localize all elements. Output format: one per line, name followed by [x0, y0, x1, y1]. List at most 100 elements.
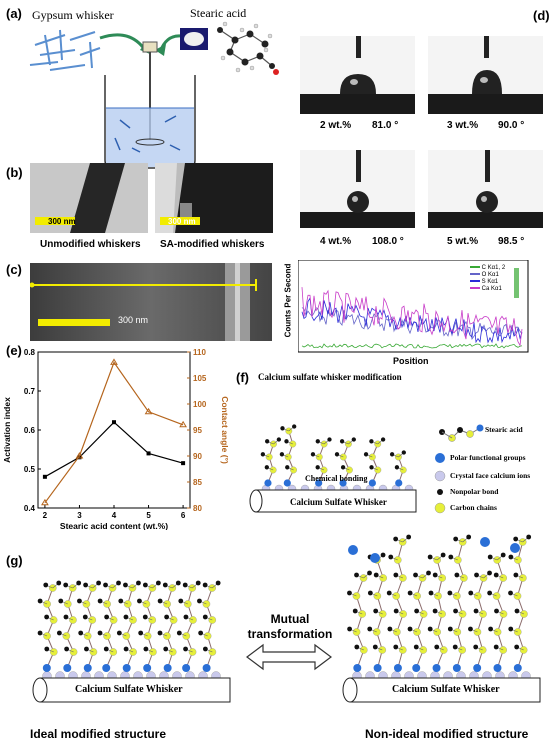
series-line-0: [44, 421, 184, 478]
droplet-image-2wt: [300, 36, 415, 114]
hydrogen-atom: [280, 426, 285, 431]
polar-group: [202, 664, 211, 672]
hydrogen-atom: [195, 580, 201, 586]
hydrogen-atom: [292, 424, 297, 429]
hydrogen-atom: [447, 590, 453, 596]
hydrogen-atom: [97, 598, 103, 604]
hydrogen-atom: [276, 437, 282, 442]
carbon-atom: [399, 466, 407, 474]
ytick-label: 0.5: [24, 465, 36, 474]
hydrogen-atom: [347, 590, 352, 596]
hydrogen-atom: [56, 580, 62, 586]
y2tick-label: 95: [193, 426, 202, 435]
activation-contact-chart: 0.4 0.5 0.6 0.7 0.8 80 85 90 95 100 105 110 2 3 4 5 6 Ste…: [2, 348, 230, 530]
carbon-atom: [269, 466, 277, 474]
hydrogen-atom: [493, 572, 499, 578]
hydrogen-atom: [116, 580, 121, 586]
carbon-atom: [63, 600, 72, 608]
carbon-atom: [345, 466, 353, 474]
series-point-1: [179, 420, 187, 428]
carbon-atom: [439, 646, 448, 654]
hydrogen-atom: [508, 554, 514, 560]
series-point-0: [42, 474, 47, 479]
y2tick-label: 85: [193, 478, 202, 487]
hydrogen-atom: [104, 614, 110, 620]
hydrogen-atom: [414, 608, 420, 614]
hydrogen-atom: [373, 608, 379, 614]
hydrogen-atom: [315, 439, 320, 444]
x-axis-label: Stearic acid content (wt.%): [60, 521, 168, 530]
hydrogen-atom: [118, 598, 124, 604]
modification-schematic: [249, 424, 417, 513]
hydrogen-atom: [340, 465, 346, 470]
hydrogen-atom: [285, 465, 290, 470]
hydrogen-atom: [352, 608, 358, 614]
hydrogen-atom: [103, 646, 109, 652]
hydrogen-atom: [82, 614, 88, 620]
hydrogen-atom: [116, 630, 122, 636]
hydrogen-atom: [260, 452, 266, 457]
drop-angle-1: 90.0 °: [498, 120, 525, 131]
hydrogen-atom: [394, 465, 400, 470]
panel-label-c: (c): [6, 262, 22, 277]
sem-scale: 300 nm: [118, 315, 149, 325]
carbon-atom: [519, 574, 527, 582]
carbon-atom: [290, 466, 297, 474]
eds-line-ca: [301, 287, 523, 347]
hydrogen-atom: [448, 554, 454, 560]
polar-group: [373, 664, 382, 672]
carbon-atom: [458, 610, 467, 618]
hydrogen-atom: [157, 598, 163, 604]
gypsum-whisker-label: Gypsum whisker: [32, 8, 114, 22]
hydrogen-atom: [468, 626, 473, 632]
hydrogen-atom: [351, 437, 356, 442]
hydrogen-atom: [380, 552, 386, 558]
y2tick-label: 100: [193, 400, 207, 409]
hydrogen-atom: [407, 626, 413, 632]
hydrogen-atom: [514, 608, 520, 614]
polar-group: [315, 479, 323, 487]
hydrogen-atom: [380, 437, 386, 442]
eds-c-peak: [514, 268, 519, 298]
hydrogen-atom: [494, 608, 499, 614]
drop-angle-2: 108.0 °: [372, 236, 404, 247]
ytick-label: 0.6: [24, 426, 36, 435]
polar-group: [339, 479, 347, 487]
eds-legend-c: C Kα1, 2: [470, 265, 505, 272]
droplet-image-3wt: [428, 36, 543, 114]
y-axis-label: Activation index: [2, 397, 12, 463]
carbon-atom: [360, 646, 368, 654]
drop-wt-1: 3 wt.%: [447, 120, 479, 131]
carbon-atom: [393, 556, 402, 564]
legend-nonpolar-bond: Nonpolar bond: [450, 487, 499, 496]
hydrogen-atom: [162, 582, 168, 588]
hydrogen-atom: [513, 536, 519, 542]
carbon-atom: [143, 632, 152, 640]
legend-stearic-acid: Stearic acid: [485, 425, 523, 434]
hydrogen-atom: [466, 534, 472, 540]
y2tick-label: 80: [193, 504, 202, 513]
carbon-atom: [372, 628, 381, 636]
series-point-0: [181, 461, 186, 466]
eds-ylabel: Counts Per Second: [283, 263, 293, 338]
hydrogen-atom: [427, 554, 433, 560]
hydrogen-atom: [354, 572, 359, 578]
carbon-atom: [148, 616, 157, 624]
panel-label-g: (g): [6, 553, 23, 568]
xtick-label: 4: [112, 511, 117, 520]
eds-legend-ca: Ca Kα1: [470, 286, 505, 293]
eds-line-c: [301, 343, 523, 349]
hydrogen-atom: [367, 590, 373, 596]
hydrogen-atom: [388, 554, 394, 560]
hydrogen-atom: [142, 582, 148, 588]
tem-modified-image: [155, 163, 273, 233]
hydrogen-atom: [386, 590, 392, 596]
hydrogen-atom: [202, 646, 208, 652]
hydrogen-atom: [514, 644, 520, 650]
series-line-1: [44, 361, 184, 504]
xtick-label: 5: [146, 511, 151, 520]
carbon-atom: [352, 592, 361, 600]
hydrogen-atom: [453, 536, 459, 542]
unmodified-caption: Unmodified whiskers: [40, 239, 141, 250]
left-arrow: [99, 33, 147, 51]
